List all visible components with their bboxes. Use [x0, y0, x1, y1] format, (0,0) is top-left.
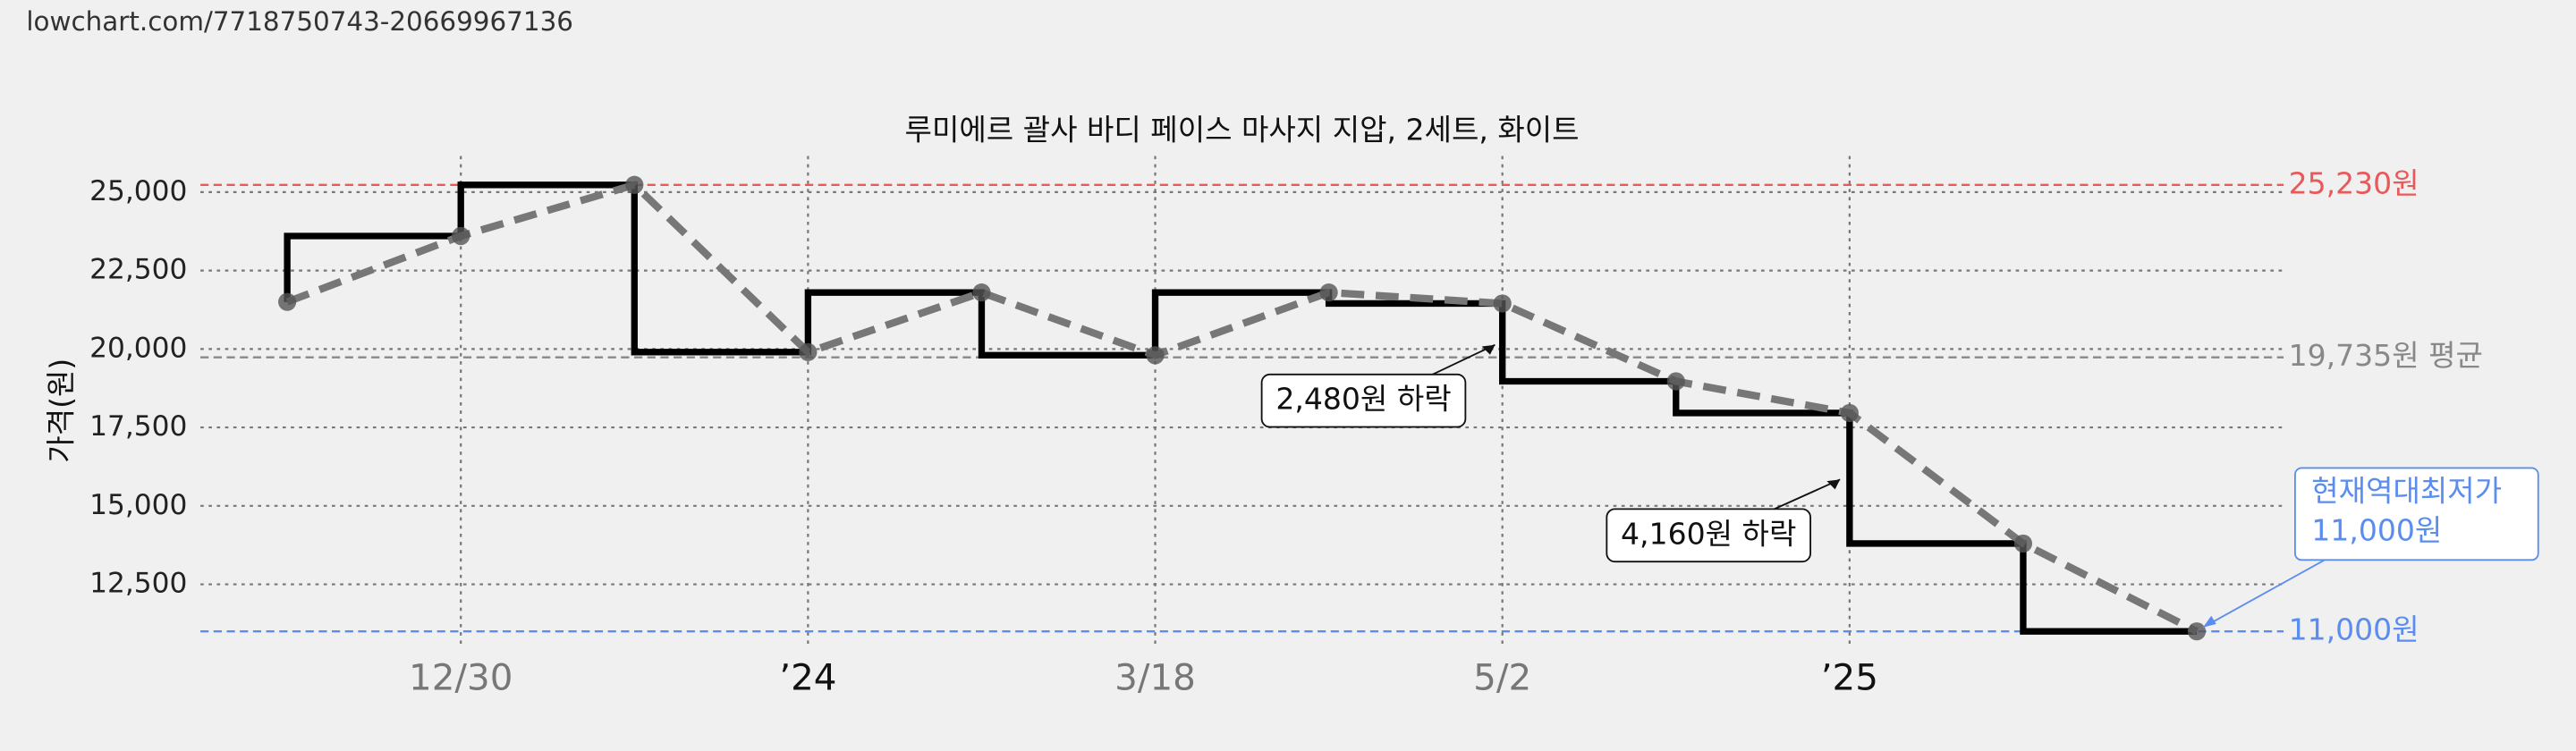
point [2013, 534, 2033, 553]
annotation-text: 4,160원 하락 [1621, 516, 1796, 551]
y-tick-label: 17,500 [89, 410, 187, 443]
callout-text: 11,000원 [2311, 513, 2442, 548]
reference-label: 11,000원 [2289, 612, 2419, 647]
callout-arrow [2202, 559, 2326, 629]
point [1840, 403, 1859, 423]
y-tick-label: 22,500 [89, 254, 187, 286]
arrow-head [1826, 479, 1841, 490]
callout-text: 현재역대최저가 [2311, 474, 2502, 509]
annotation-box [1606, 508, 1811, 563]
point [972, 283, 991, 302]
y-tick-label: 12,500 [89, 568, 187, 600]
reference-label: 25,230원 [2289, 165, 2419, 200]
x-tick-label: 3/18 [1114, 655, 1196, 698]
annotation-arrow [1774, 478, 1841, 511]
point [278, 292, 297, 311]
reference-label: 19,735원 평균 [2289, 338, 2483, 373]
point [452, 226, 470, 246]
chart-title: 루미에르 괄사 바디 페이스 마사지 지압, 2세트, 화이트 [905, 112, 1580, 147]
point [1146, 346, 1165, 365]
step-line [284, 181, 2198, 635]
x-tick-label: 12/30 [409, 655, 513, 698]
callout-box [2294, 467, 2539, 561]
arrow-head [1481, 344, 1496, 355]
annotation-box [1260, 373, 1467, 428]
y-tick-label: 20,000 [89, 332, 187, 364]
point [1493, 294, 1512, 313]
x-tick-label: ’24 [779, 655, 836, 698]
y-axis-label: 가격(원) [43, 359, 78, 463]
x-tick-label: 5/2 [1473, 655, 1531, 698]
point [2187, 622, 2207, 641]
y-tick-label: 15,000 [89, 489, 187, 521]
arrow-head [2203, 615, 2216, 628]
point [1319, 283, 1338, 302]
x-tick-label: ’25 [1821, 655, 1878, 698]
annotation-arrow [1432, 343, 1496, 376]
source-url: lowchart.com/7718750743-20669967136 [26, 6, 573, 37]
point [625, 175, 644, 194]
y-tick-label: 25,000 [89, 175, 187, 207]
point [799, 342, 818, 361]
point [1666, 372, 1685, 391]
annotation-text: 2,480원 하락 [1275, 382, 1451, 417]
price-line [285, 181, 2199, 635]
